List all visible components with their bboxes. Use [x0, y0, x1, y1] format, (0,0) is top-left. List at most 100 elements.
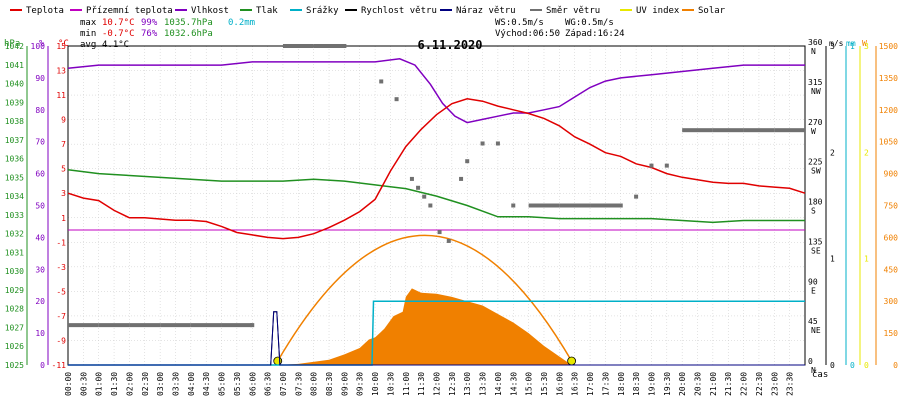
chart-title: 6.11.2020	[417, 38, 482, 52]
stat-min-label: min	[80, 29, 96, 39]
tick-dir-deg: 360	[808, 38, 823, 47]
wind-dir-mark	[712, 128, 744, 133]
tick-time: 23:00	[770, 372, 779, 396]
tick-time: 01:00	[95, 372, 104, 396]
stat-max-label: max	[80, 18, 97, 28]
axis-unit-pct: %	[39, 39, 45, 49]
sunrise: Východ:06:50	[495, 29, 560, 39]
wind-dir-mark	[129, 323, 161, 328]
legend-label-naraz: Náraz větru	[456, 6, 516, 16]
tick-time: 15:00	[525, 372, 534, 396]
wind-wg: WG:0.5m/s	[565, 18, 614, 28]
tick-hpa: 1025	[5, 361, 24, 370]
tick-pct: 80	[35, 106, 45, 115]
tick-hpa: 1027	[5, 323, 24, 332]
tick-w: 1350	[879, 74, 898, 83]
tick-time: 02:30	[141, 372, 150, 396]
stat-max-press: 1035.7hPa	[164, 18, 213, 28]
tick-c: 11	[56, 91, 66, 100]
wind-dir-mark	[409, 176, 414, 181]
tick-dir-deg: 225	[808, 158, 823, 167]
tick-dir-label: N	[811, 47, 816, 56]
tick-pct: 10	[35, 329, 45, 338]
wind-dir-mark	[250, 323, 255, 328]
tick-time: 07:00	[279, 372, 288, 396]
tick-time: 03:30	[171, 372, 180, 396]
tick-time: 12:00	[433, 372, 442, 396]
tick-time: 20:00	[678, 372, 687, 396]
legend-label-srazky: Srážky	[306, 6, 339, 16]
tick-w: 1200	[879, 106, 898, 115]
axis-unit-hpa: hPa	[4, 39, 20, 49]
wind-dir-mark	[528, 203, 560, 208]
tick-uv: 3	[864, 42, 869, 51]
tick-c: 7	[61, 140, 66, 149]
tick-dir-deg: 45	[808, 317, 818, 326]
legend-label-vlhkost: Vlhkost	[191, 6, 229, 16]
tick-ms: 2	[830, 148, 835, 157]
tick-w: 450	[884, 265, 899, 274]
wind-dir-mark	[446, 238, 451, 243]
tick-dir-deg: 270	[808, 118, 823, 127]
tick-time: 14:00	[494, 372, 503, 396]
tick-pct: 20	[35, 297, 45, 306]
stat-avg-label: avg	[80, 40, 96, 50]
tick-time: 09:00	[340, 372, 349, 396]
tick-time: 07:30	[294, 372, 303, 396]
wind-dir-mark	[682, 128, 713, 133]
tick-w: 300	[884, 297, 899, 306]
tick-hpa: 1030	[5, 267, 24, 276]
wind-ws: WS:0.5m/s	[495, 18, 544, 28]
wind-dir-mark	[465, 159, 470, 164]
tick-pct: 50	[35, 202, 45, 211]
tick-w: 0	[893, 361, 898, 370]
uv-marker	[567, 356, 577, 366]
tick-time: 23:30	[786, 372, 795, 396]
wind-dir-mark	[559, 203, 591, 208]
wind-dir-mark	[394, 97, 399, 102]
wind-dir-mark	[342, 44, 347, 48]
legend-label-solar: Solar	[698, 6, 726, 16]
tick-hpa: 1037	[5, 136, 24, 145]
tick-c: 1	[61, 214, 66, 223]
tick-hpa: 1029	[5, 286, 24, 295]
tick-c: -11	[52, 361, 67, 370]
tick-w: 600	[884, 233, 899, 242]
legend-label-rychlost: Rychlost větru	[361, 6, 437, 16]
tick-w: 750	[884, 202, 899, 211]
tick-uv: 0	[864, 361, 869, 370]
tick-time: 03:00	[156, 372, 165, 396]
tick-uv: 2	[864, 148, 869, 157]
tick-time: 06:30	[264, 372, 273, 396]
stat-min-press: 1032.6hPa	[164, 29, 213, 39]
axis-unit-c: °C	[58, 39, 69, 49]
legend-label-teplota: Teplota	[26, 6, 64, 16]
wind-dir-mark	[511, 203, 516, 208]
axis-unit-w: W	[862, 39, 867, 48]
tick-hpa: 1040	[5, 80, 24, 89]
tick-dir-deg: 135	[808, 237, 823, 246]
tick-time: 02:00	[125, 372, 134, 396]
wind-gust-line	[68, 311, 805, 366]
wind-dir-mark	[437, 230, 442, 235]
tick-time: 17:00	[586, 372, 595, 396]
tick-dir-label: N	[811, 366, 816, 375]
tick-hpa: 1038	[5, 117, 24, 126]
tick-hpa: 1033	[5, 211, 24, 220]
tick-ms: 0	[830, 361, 835, 370]
wind-dir-mark	[618, 203, 623, 208]
axis-unit-mm: mm	[846, 39, 856, 48]
tick-dir-label: NW	[811, 87, 821, 96]
tick-time: 00:30	[79, 372, 88, 396]
tick-time: 13:30	[479, 372, 488, 396]
tick-uv: 1	[864, 255, 869, 264]
wind-dir-mark	[428, 203, 433, 208]
wind-dir-mark	[282, 44, 314, 48]
tick-c: 9	[61, 116, 66, 125]
wind-dir-mark	[221, 323, 253, 328]
tick-time: 22:00	[740, 372, 749, 396]
wind-dir-mark	[459, 176, 464, 181]
tick-time: 08:30	[325, 372, 334, 396]
tick-hpa: 1031	[5, 248, 24, 257]
